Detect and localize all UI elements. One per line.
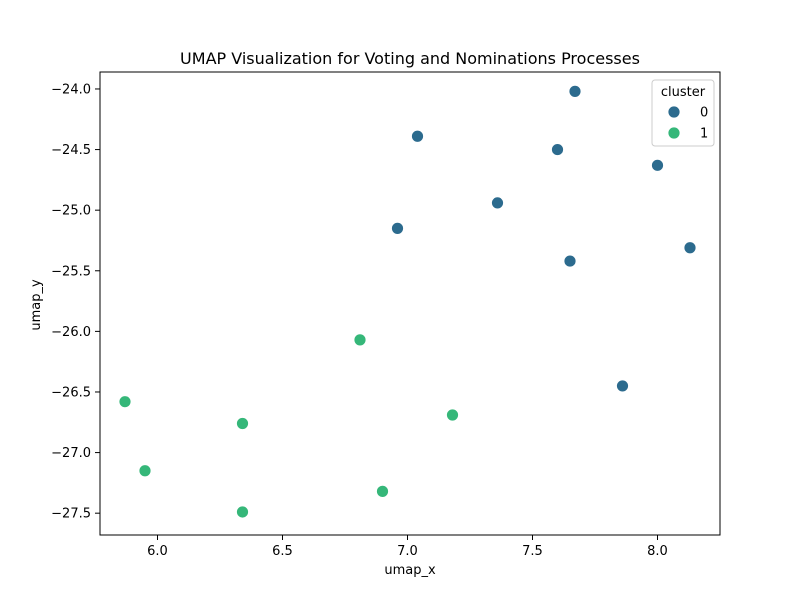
data-point-cluster-0 [411,129,424,143]
legend-marker-0 [667,105,681,119]
x-tick-label: 6.0 [147,544,168,559]
y-tick-label: −24.5 [51,143,91,158]
y-tick-label: −26.0 [51,325,91,340]
legend: cluster 0 1 [651,79,715,147]
y-tick-label: −27.5 [51,507,91,522]
y-tick-label: −26.5 [51,385,91,400]
y-tick-label: −24.0 [51,82,91,97]
data-point-cluster-0 [616,379,629,393]
x-tick-label: 7.0 [397,544,418,559]
data-point-cluster-1 [236,417,249,430]
data-point-cluster-1 [446,408,459,422]
x-axis-label: umap_x [384,563,436,578]
data-point-cluster-1 [118,395,132,409]
x-tick-label: 8.0 [647,544,668,559]
data-point-cluster-0 [568,84,582,98]
y-axis: −24.0 −24.5 −25.0 −25.5 −26.0 −26.5 −27.0 −27.5 [51,82,100,522]
data-point-cluster-0 [651,158,664,172]
data-point-cluster-1 [376,484,389,498]
data-point-cluster-0 [391,221,404,235]
x-tick-label: 6.5 [272,544,293,559]
data-point-cluster-1 [138,464,152,478]
legend-title: cluster [661,85,706,100]
legend-label-0: 0 [700,106,708,121]
data-point-cluster-0 [563,254,577,268]
plot-area [99,71,721,536]
data-points [118,84,697,519]
x-tick-label: 7.5 [522,544,543,559]
data-point-cluster-0 [491,196,504,210]
plot-frame [99,71,721,536]
data-point-cluster-0 [683,241,697,255]
chart-title: UMAP Visualization for Voting and Nomina… [180,49,640,68]
data-point-cluster-1 [353,333,367,347]
y-tick-label: −25.5 [51,264,91,279]
x-axis: 6.0 6.5 7.0 7.5 8.0 [147,535,668,559]
y-tick-label: −25.0 [51,204,91,219]
y-axis-label: umap_y [29,279,44,331]
data-point-cluster-1 [236,505,249,519]
legend-marker-1 [667,126,681,140]
legend-box [651,79,715,147]
y-tick-label: −27.0 [51,446,91,461]
legend-label-1: 1 [700,127,708,142]
data-point-cluster-0 [551,143,564,156]
